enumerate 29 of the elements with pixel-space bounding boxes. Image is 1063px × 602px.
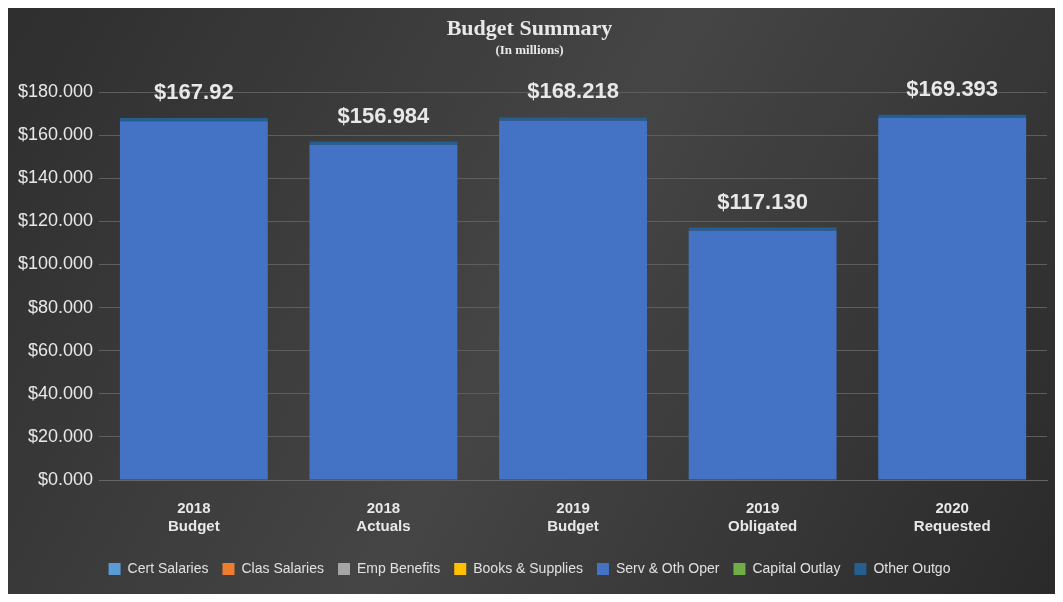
- x-tick-label: 2018 Actuals: [356, 499, 411, 535]
- y-tick-label: $60.000: [28, 339, 94, 360]
- y-tick-label: $120.000: [18, 210, 94, 231]
- y-tick-label: $40.000: [28, 382, 94, 403]
- legend-label: Cert Salaries: [127, 559, 209, 576]
- x-tick-label: 2020 Requested: [913, 499, 991, 535]
- y-tick-label: $140.000: [18, 167, 94, 188]
- x-tick-label: 2019 Obligated: [728, 499, 798, 535]
- total-label: $156.984: [337, 102, 431, 128]
- chart-subtitle: (In millions): [495, 41, 564, 57]
- x-tick-label: 2019 Budget: [547, 499, 599, 535]
- legend-label: Capital Outlay: [752, 559, 841, 576]
- y-tick-label: $80.000: [28, 296, 94, 317]
- x-tick-label: 2018 Budget: [168, 499, 220, 535]
- total-label: $167.92: [154, 79, 234, 105]
- legend-label: Other Outgo: [873, 559, 951, 576]
- legend-label: Books & Supplies: [473, 559, 583, 576]
- y-tick-label: $160.000: [18, 124, 94, 145]
- y-tick-label: $180.000: [18, 80, 94, 101]
- y-tick-label: $0.000: [38, 468, 94, 489]
- legend-label: Clas Salaries: [241, 559, 324, 576]
- y-tick-label: $20.000: [28, 425, 94, 446]
- total-label: $168.218: [527, 78, 619, 104]
- total-label: $169.393: [906, 75, 999, 101]
- chart-title: Budget Summary: [446, 14, 613, 40]
- legend-label: Emp Benefits: [356, 559, 441, 576]
- y-tick-label: $100.000: [18, 253, 94, 274]
- total-label: $117.130: [717, 188, 808, 214]
- legend-label: Serv & Oth Oper: [615, 559, 720, 576]
